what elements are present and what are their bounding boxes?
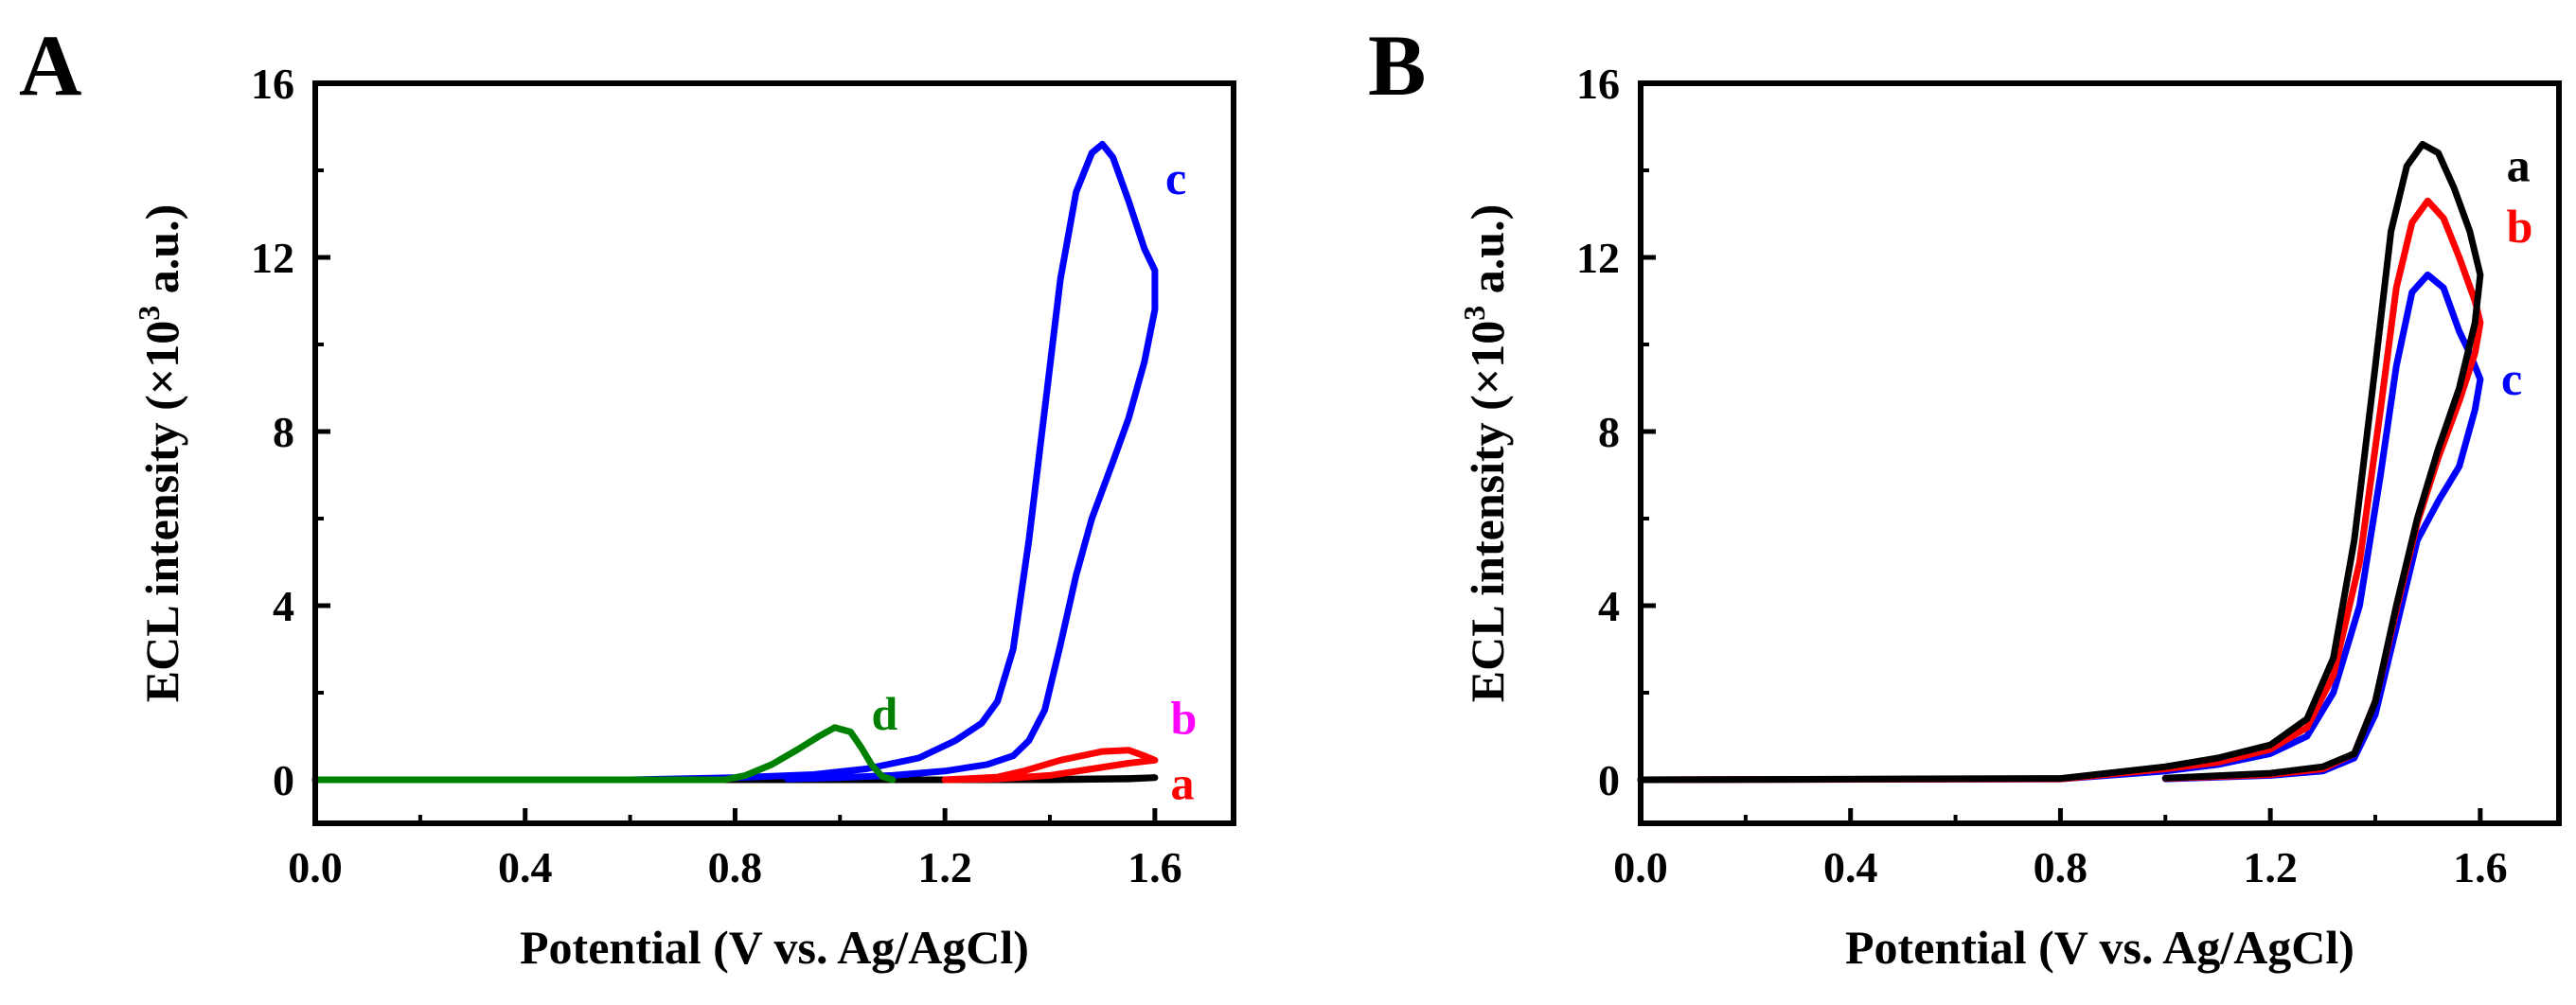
y-tick-label: 4 xyxy=(273,582,294,630)
y-axis-label-tail: a.u.) xyxy=(135,204,188,306)
x-tick-label: 1.6 xyxy=(1128,843,1182,891)
series-line-b xyxy=(1637,197,2484,784)
y-tick-label: 12 xyxy=(251,234,294,282)
plot-frame xyxy=(312,80,1236,826)
y-tick-label: 12 xyxy=(1576,234,1620,282)
x-tick-label: 0.4 xyxy=(1823,843,1878,891)
y-axis-label: ECL intensity (×103 a.u.) xyxy=(1457,204,1514,703)
series-line-b xyxy=(941,747,1159,784)
y-tick-label: 8 xyxy=(273,408,294,456)
series-label-b: b xyxy=(1170,692,1197,745)
series-label-c: c xyxy=(2501,352,2522,405)
y-axis-label-main: ECL intensity (×10 xyxy=(135,321,188,703)
x-tick-label: 0.8 xyxy=(2034,843,2088,891)
y-tick-label: 8 xyxy=(1598,408,1620,456)
x-axis-label: Potential (V vs. Ag/AgCl) xyxy=(1845,921,2354,974)
y-tick-label: 0 xyxy=(1598,756,1620,804)
plot-frame xyxy=(1638,80,2562,826)
y-axis-label-tail: a.u.) xyxy=(1461,204,1514,306)
series-line-a xyxy=(1637,140,2484,784)
x-tick-label: 1.2 xyxy=(2243,843,2298,891)
panel-b: B 0.0 0.4 0.8 1.2 1.6 0 4 8 12 16 c ba Potential (V v… xyxy=(1368,17,2562,974)
y-tick-label: 16 xyxy=(1576,60,1620,108)
x-tick-label: 1.2 xyxy=(917,843,972,891)
x-axis-label: Potential (V vs. Ag/AgCl) xyxy=(520,921,1029,974)
panel-a: A 0.0 0.4 0.8 1.2 1.6 0 4 8 12 16 ab c d Potential (V … xyxy=(19,17,1236,974)
panel-label: A xyxy=(19,17,81,114)
x-tick-label: 0.8 xyxy=(708,843,763,891)
x-tick-label: 0.0 xyxy=(288,843,343,891)
x-tick-label: 0.0 xyxy=(1613,843,1668,891)
x-tick-label: 1.6 xyxy=(2453,843,2508,891)
y-axis-label: ECL intensity (×103 a.u.) xyxy=(132,204,188,703)
y-tick-label: 0 xyxy=(273,756,294,804)
panel-label: B xyxy=(1368,17,1426,114)
series-label-c: c xyxy=(1165,151,1186,204)
series-label-a: a xyxy=(2507,138,2531,191)
series-line-d xyxy=(311,724,897,784)
y-axis-label-sup: 3 xyxy=(132,306,166,321)
y-tick-label: 4 xyxy=(1598,582,1620,630)
series-line-c xyxy=(311,140,1159,784)
series-label-b: b xyxy=(2507,200,2533,253)
y-axis-label-main: ECL intensity (×10 xyxy=(1461,321,1514,703)
y-axis-label-sup: 3 xyxy=(1457,306,1491,321)
x-tick-label: 0.4 xyxy=(498,843,553,891)
series-label-d: d xyxy=(872,687,898,740)
y-tick-label: 16 xyxy=(251,60,294,108)
series-label-a: a xyxy=(1170,757,1194,810)
